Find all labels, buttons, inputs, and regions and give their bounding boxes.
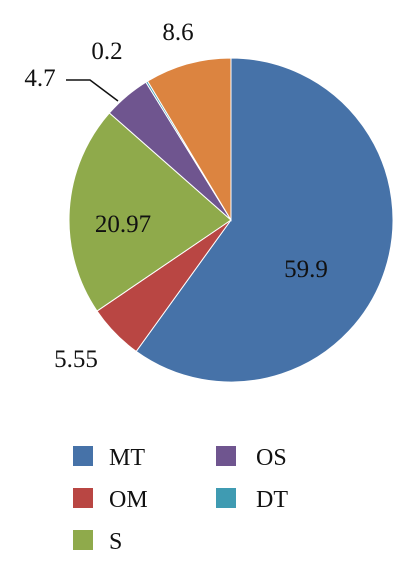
legend-label-dt: DT (256, 487, 288, 513)
pie-slice-s (68, 112, 232, 312)
data-label-other: 8.6 (162, 19, 193, 46)
data-labels: 59.9 5.55 20.97 4.7 0.2 8.6 (24, 19, 328, 373)
leader-line-os (66, 79, 119, 102)
legend-label-mt: MT (109, 445, 145, 471)
data-label-os: 4.7 (24, 65, 55, 92)
legend-swatch-s (73, 530, 93, 550)
data-label-om: 5.55 (54, 346, 98, 373)
data-label-dt: 0.2 (91, 38, 122, 65)
legend-swatch-mt (73, 446, 93, 466)
pie-slice-mt (135, 57, 394, 383)
legend-label-s: S (109, 529, 122, 555)
legend-swatch-os (216, 446, 236, 466)
data-label-mt: 59.9 (284, 256, 328, 283)
legend-label-om: OM (109, 487, 148, 513)
leader-lines (66, 79, 119, 102)
legend-swatch-dt (216, 488, 236, 508)
legend: MT OS OM DT S (73, 445, 288, 555)
legend-swatch-om (73, 488, 93, 508)
data-label-s: 20.97 (95, 211, 151, 238)
pie-slices (68, 57, 394, 383)
pie-slice-other (146, 57, 232, 222)
legend-label-os: OS (256, 445, 287, 471)
